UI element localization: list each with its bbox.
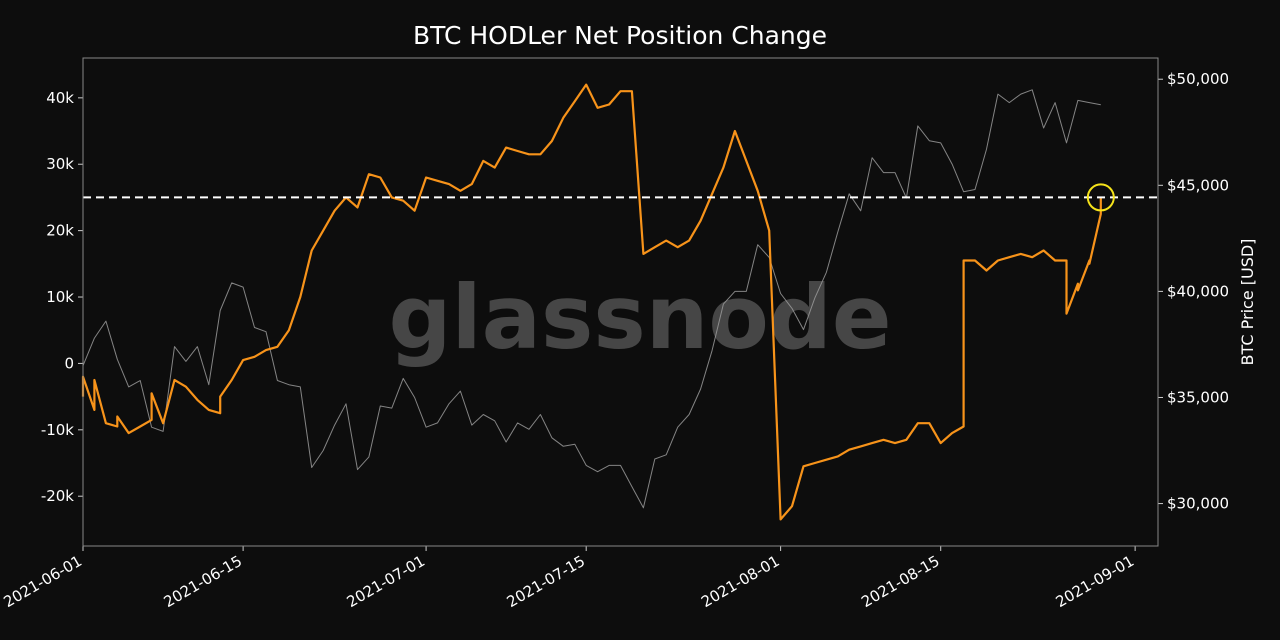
left-tick-label: 0 bbox=[64, 354, 74, 372]
left-tick-label: 30k bbox=[46, 155, 74, 173]
right-axis-label: BTC Price [USD] bbox=[1238, 239, 1257, 366]
right-tick-label: $45,000 bbox=[1167, 176, 1229, 194]
right-tick-label: $30,000 bbox=[1167, 495, 1229, 513]
right-tick-label: $50,000 bbox=[1167, 70, 1229, 88]
overlay-layer bbox=[83, 183, 1158, 212]
series-layer bbox=[81, 83, 1102, 521]
chart-title: BTC HODLer Net Position Change bbox=[413, 21, 827, 50]
left-tick-label: -10k bbox=[41, 421, 74, 439]
btc-price-line bbox=[82, 89, 1101, 509]
plot-frame bbox=[82, 57, 1159, 547]
right-axis-ticks: $50,000 $45,000 $40,000 $35,000 $30,000 bbox=[1158, 70, 1229, 513]
left-axis-ticks: 40k 30k 20k 10k 0 -10k -20k bbox=[41, 89, 83, 505]
left-tick-label: 10k bbox=[46, 288, 74, 306]
left-tick-label: -20k bbox=[41, 487, 74, 505]
left-tick-label: 40k bbox=[46, 89, 74, 107]
watermark: glassnode bbox=[388, 266, 891, 369]
highlight-circle bbox=[1086, 183, 1115, 212]
left-tick-label: 20k bbox=[46, 222, 74, 240]
right-tick-label: $40,000 bbox=[1167, 282, 1229, 300]
right-tick-label: $35,000 bbox=[1167, 388, 1229, 406]
hodler-net-position-line bbox=[81, 83, 1102, 521]
